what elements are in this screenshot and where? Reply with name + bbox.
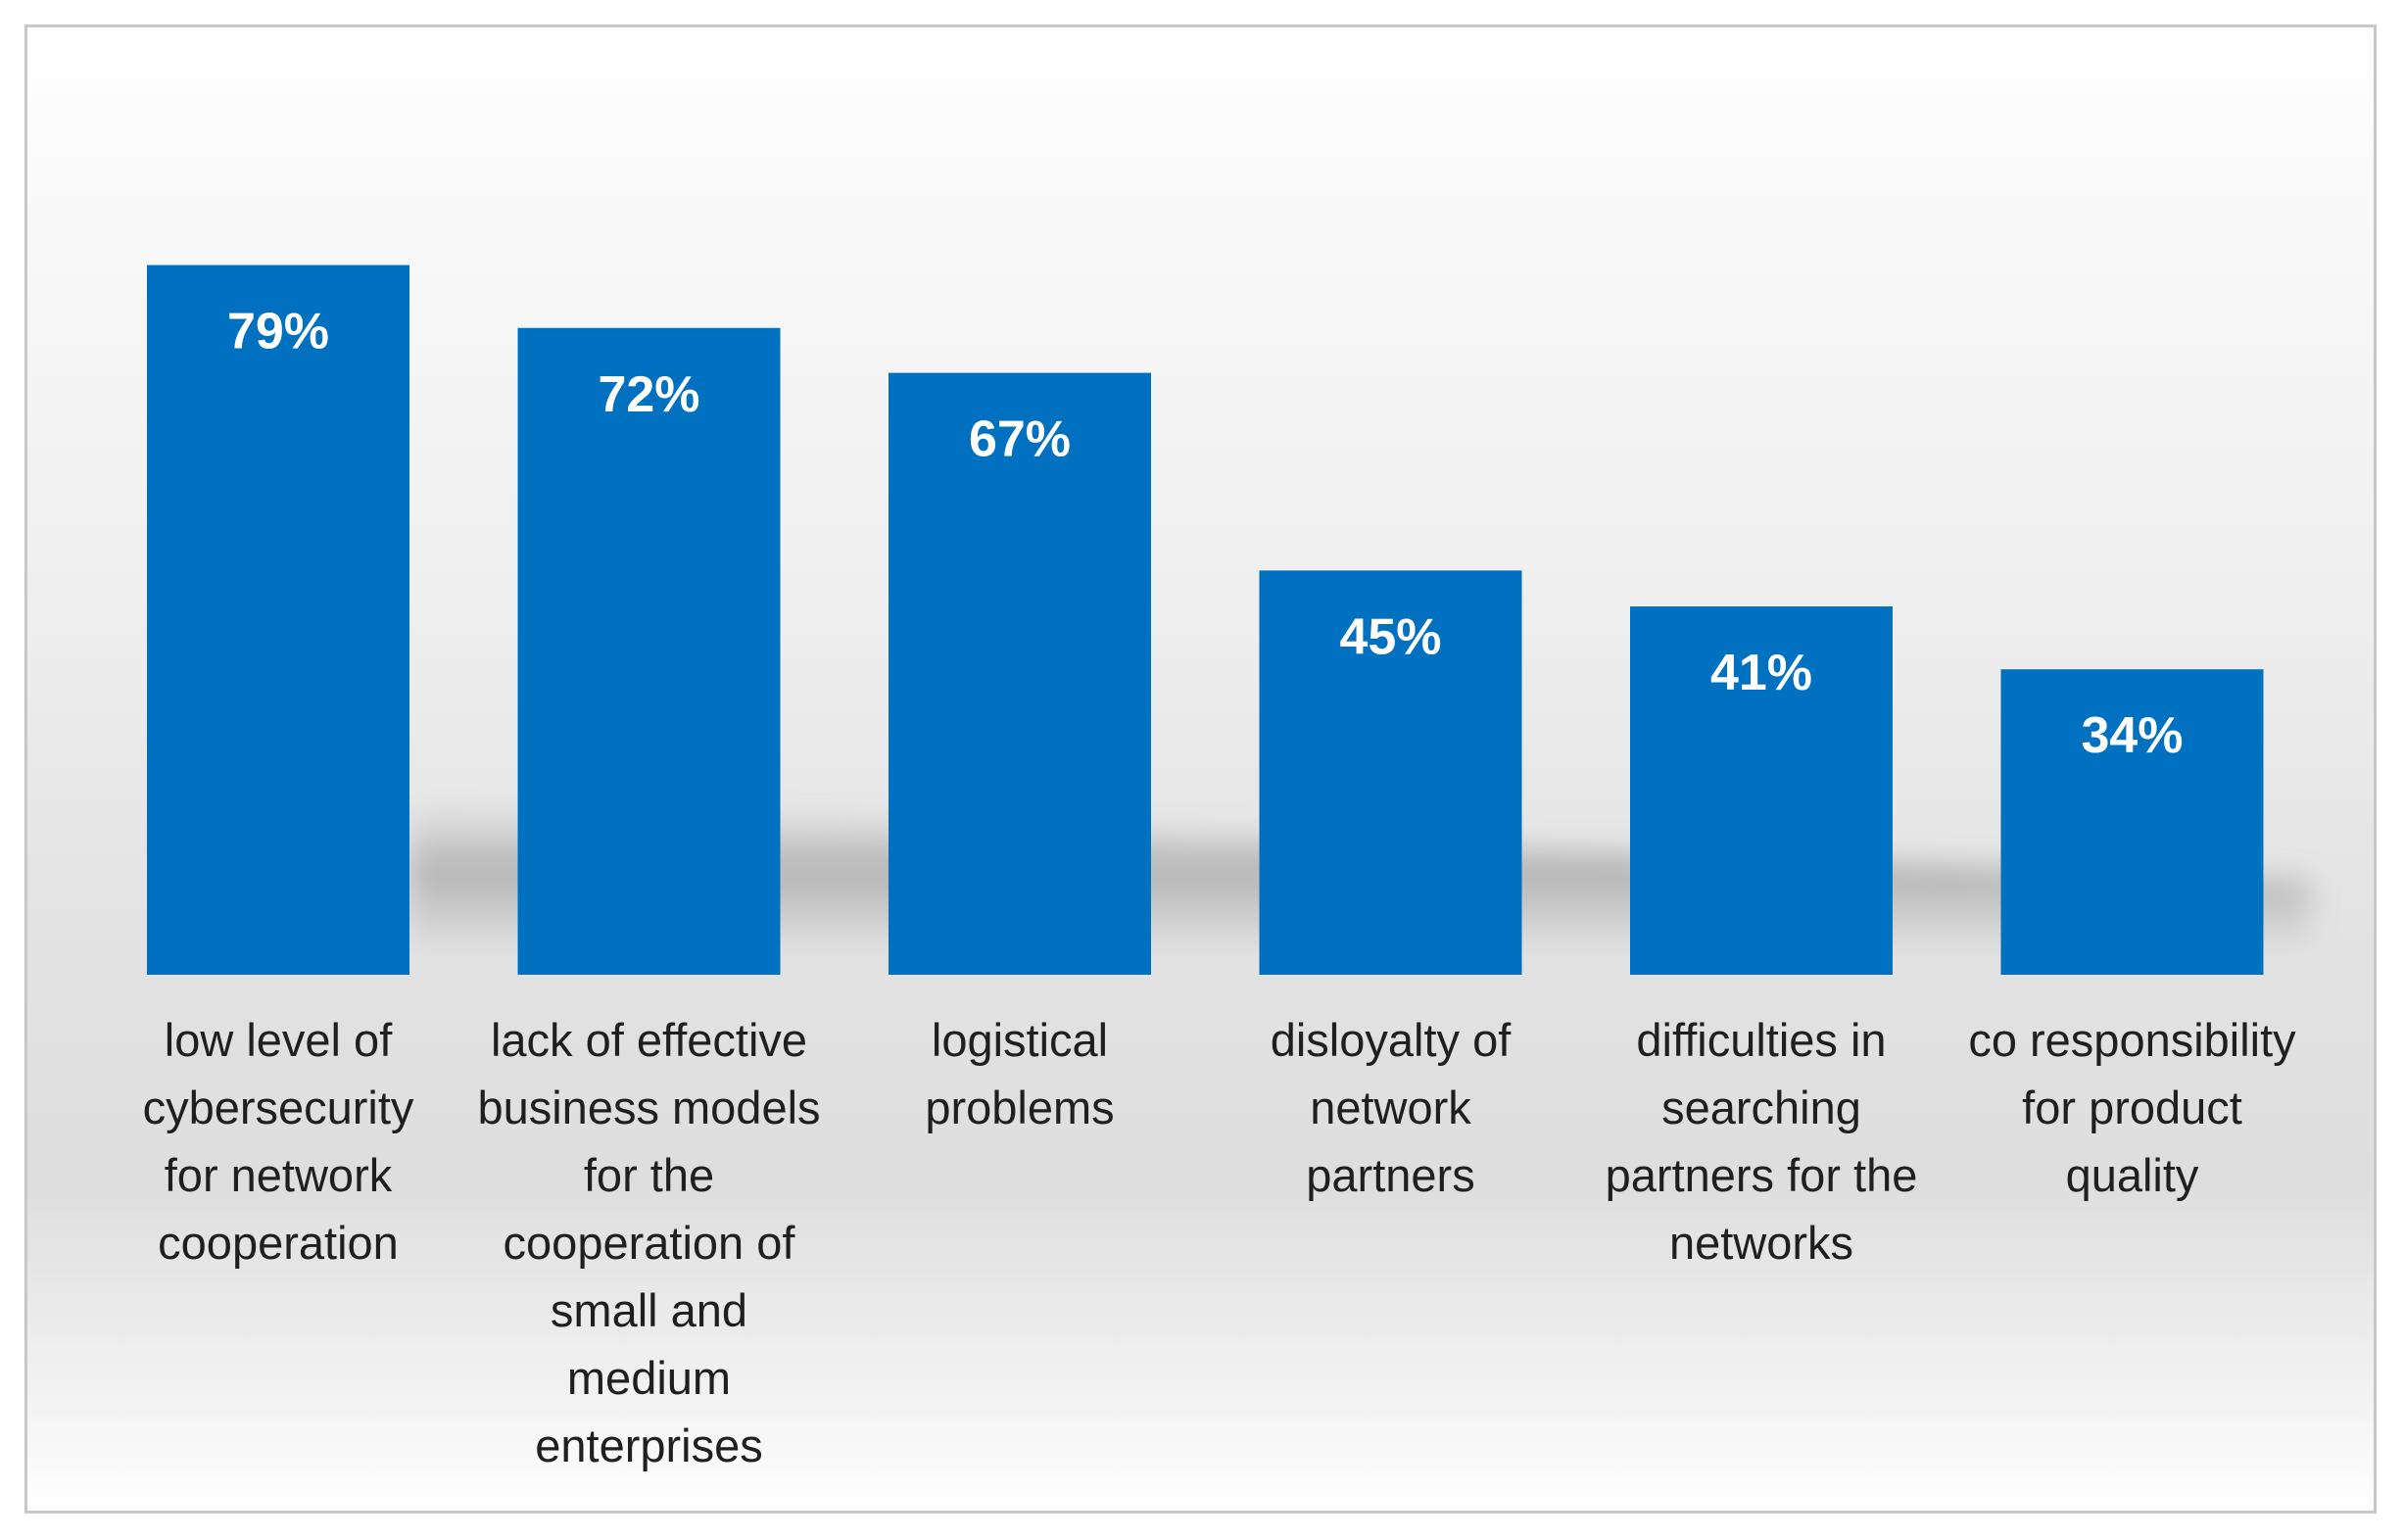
data-label-2: 72%	[598, 366, 699, 423]
category-label-1: low level of cybersecurity for network coop…	[143, 1014, 414, 1269]
bar-2	[517, 327, 781, 975]
category-label-6: co responsibility for product quality	[1968, 1014, 2296, 1201]
chart-frame: 79% 72% 67% 45% 41% 34% low level of cybersecu…	[24, 24, 2377, 1514]
bar-5	[1630, 606, 1893, 975]
category-label-2: lack of effective business models for the c…	[477, 1014, 820, 1471]
data-label-5: 41%	[1710, 645, 1812, 701]
data-label-6: 34%	[2081, 707, 2183, 764]
bar-3	[889, 372, 1151, 975]
category-label-5: difficulties in searching partners for the…	[1606, 1014, 1918, 1269]
bar-chart: 79% 72% 67% 45% 41% 34% low level of cybersecu…	[143, 265, 2310, 1471]
bar-1	[147, 265, 409, 975]
category-labels-group: low level of cybersecurity for network coop…	[143, 1014, 2297, 1471]
bar-6	[2000, 669, 2264, 975]
data-label-4: 45%	[1339, 608, 1441, 665]
category-label-3: logistical problems	[925, 1014, 1114, 1133]
bars-group: 79% 72% 67% 45% 41% 34%	[147, 265, 2264, 975]
bar-4	[1259, 570, 1522, 975]
data-label-3: 67%	[969, 411, 1071, 468]
category-label-4: disloyalty of network partners	[1271, 1014, 1512, 1201]
data-label-1: 79%	[227, 304, 329, 361]
